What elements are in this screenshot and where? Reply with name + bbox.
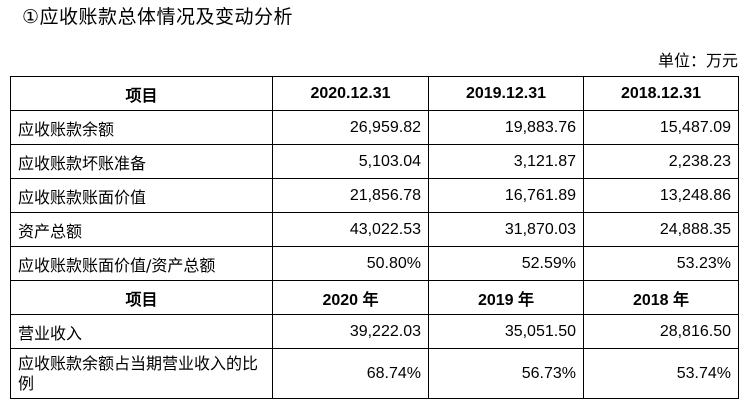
row-label: 应收账款账面价值/资产总额: [10, 246, 273, 281]
receivables-table: 项目 2020.12.31 2019.12.31 2018.12.31 应收账款…: [10, 76, 739, 399]
cell-value: 15,487.09: [583, 110, 739, 145]
table-row: 应收账款余额占当期营业收入的比例 68.74% 56.73% 53.74%: [10, 348, 739, 399]
table-subheader-row: 项目 2020 年 2019 年 2018 年: [10, 280, 739, 315]
header-cell-2019: 2019.12.31: [428, 76, 584, 111]
cell-value: 43,022.53: [272, 212, 429, 247]
cell-value: 5,103.04: [272, 144, 429, 179]
header-cell-2020: 2020.12.31: [272, 76, 429, 111]
table-row: 营业收入 39,222.03 35,051.50 28,816.50: [10, 314, 739, 349]
subheader-cell-2020: 2020 年: [272, 280, 429, 315]
cell-value: 68.74%: [272, 348, 429, 399]
cell-value: 19,883.76: [428, 110, 584, 145]
subheader-cell-2018: 2018 年: [583, 280, 739, 315]
subheader-cell-item: 项目: [10, 280, 273, 315]
cell-value: 31,870.03: [428, 212, 584, 247]
header-cell-item: 项目: [10, 76, 273, 111]
table-row: 应收账款账面价值 21,856.78 16,761.89 13,248.86: [10, 178, 739, 213]
subheader-cell-2019: 2019 年: [428, 280, 584, 315]
cell-value: 24,888.35: [583, 212, 739, 247]
table-row: 资产总额 43,022.53 31,870.03 24,888.35: [10, 212, 739, 247]
table-row: 应收账款坏账准备 5,103.04 3,121.87 2,238.23: [10, 144, 739, 179]
cell-value: 52.59%: [428, 246, 584, 281]
row-label: 应收账款账面价值: [10, 178, 273, 213]
row-label: 应收账款余额: [10, 110, 273, 145]
cell-value: 39,222.03: [272, 314, 429, 349]
cell-value: 28,816.50: [583, 314, 739, 349]
cell-value: 50.80%: [272, 246, 429, 281]
row-label: 应收账款余额占当期营业收入的比例: [10, 348, 273, 399]
table-header-row: 项目 2020.12.31 2019.12.31 2018.12.31: [10, 76, 739, 111]
cell-value: 53.74%: [583, 348, 739, 399]
cell-value: 56.73%: [428, 348, 584, 399]
cell-value: 35,051.50: [428, 314, 584, 349]
table-row: 应收账款账面价值/资产总额 50.80% 52.59% 53.23%: [10, 246, 739, 281]
cell-value: 21,856.78: [272, 178, 429, 213]
unit-note: 单位：万元: [657, 51, 738, 70]
row-label: 营业收入: [10, 314, 273, 349]
cell-value: 3,121.87: [428, 144, 584, 179]
row-label: 资产总额: [10, 212, 273, 247]
cell-value: 13,248.86: [583, 178, 739, 213]
header-cell-2018: 2018.12.31: [583, 76, 739, 111]
row-label: 应收账款坏账准备: [10, 144, 273, 179]
table-row: 应收账款余额 26,959.82 19,883.76 15,487.09: [10, 110, 739, 145]
cell-value: 26,959.82: [272, 110, 429, 145]
section-title: ①应收账款总体情况及变动分析: [22, 6, 294, 28]
cell-value: 53.23%: [583, 246, 739, 281]
cell-value: 16,761.89: [428, 178, 584, 213]
cell-value: 2,238.23: [583, 144, 739, 179]
